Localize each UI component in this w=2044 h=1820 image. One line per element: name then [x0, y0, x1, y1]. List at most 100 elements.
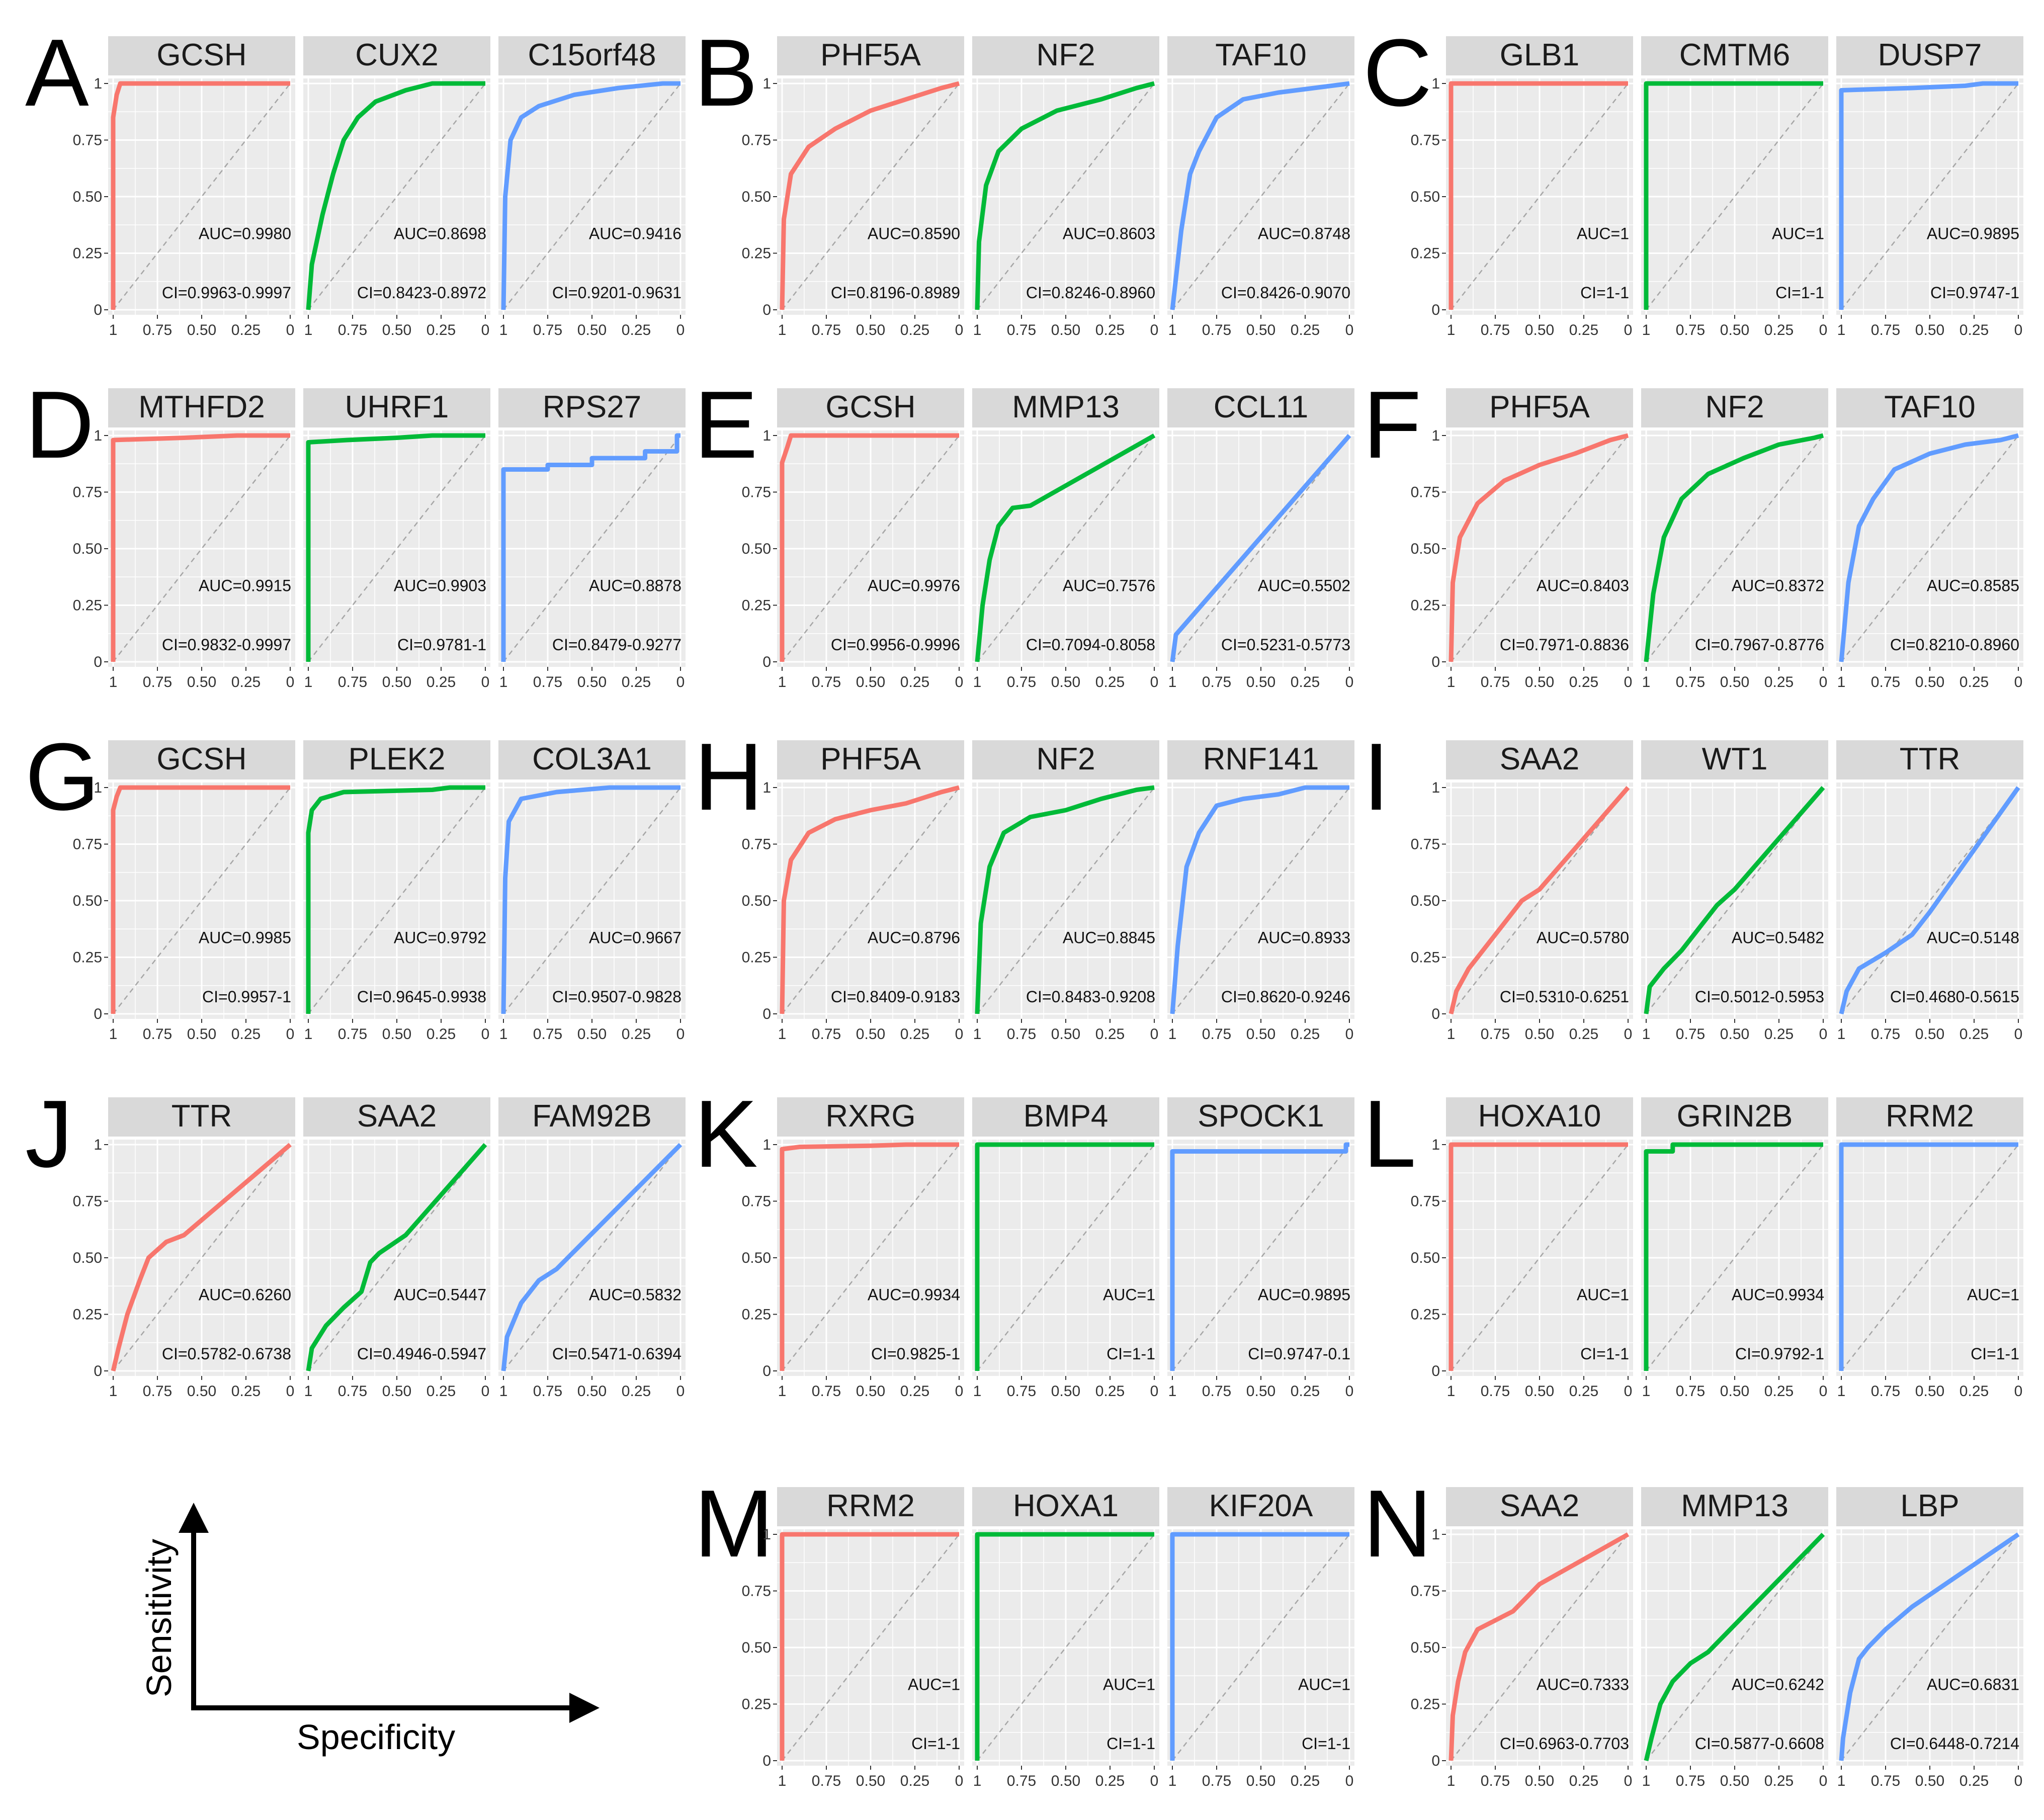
- roc-curve: [780, 1532, 959, 1761]
- x-tick-label: 1: [304, 674, 313, 690]
- facet-dusp7: DUSP7 AUC=0.9895 CI=0.9747-1 1 0.75 0.50 0.25 0: [1836, 36, 2023, 338]
- y-tick-label: 0: [762, 1363, 771, 1379]
- gene-label: DUSP7: [1878, 38, 1982, 72]
- facet-strip: [1836, 740, 2023, 779]
- y-tick-label: 0.25: [73, 1307, 102, 1323]
- x-tick-label: 0.75: [1871, 1383, 1900, 1400]
- reference-diagonal: [782, 435, 960, 662]
- roc-curve: [1170, 434, 1351, 662]
- ci-label: CI=1-1: [1971, 1345, 2019, 1363]
- facet-phf5a: PHF5A AUC=0.8590 CI=0.8196-0.8989 1 0.75 0.50…: [742, 36, 964, 338]
- facet-strip: [1836, 1487, 2023, 1526]
- facet-strip: [498, 36, 686, 75]
- y-tick-label: 0.25: [742, 1696, 771, 1713]
- ci-label: CI=0.6448-0.7214: [1890, 1735, 2019, 1753]
- facet-strip: [777, 740, 964, 779]
- gene-label: GCSH: [825, 390, 915, 424]
- auc-label: AUC=0.9416: [589, 225, 682, 243]
- x-tick-label: 0: [2014, 322, 2023, 338]
- auc-label: AUC=0.7333: [1537, 1676, 1629, 1694]
- x-tick-label: 0.75: [1676, 674, 1705, 690]
- gene-label: HOXA1: [1013, 1489, 1119, 1523]
- reference-diagonal: [1841, 83, 2019, 310]
- reference-diagonal: [1172, 1144, 1350, 1371]
- x-tick-label: 0.25: [1764, 322, 1794, 338]
- y-tick-label: 0.75: [73, 1193, 102, 1210]
- y-tick-label: 0.25: [1411, 1696, 1440, 1713]
- roc-curve: [975, 1532, 1154, 1761]
- facet-strip: [108, 388, 295, 427]
- x-tick-label: 0.25: [622, 1383, 651, 1400]
- x-tick-label: 0.50: [1051, 1026, 1080, 1043]
- x-tick-label: 0.25: [1960, 1773, 1989, 1789]
- x-tick-label: 0.50: [1915, 322, 1944, 338]
- x-tick-label: 0.50: [856, 1773, 885, 1789]
- gene-label: TAF10: [1884, 390, 1975, 424]
- auc-label: AUC=0.8845: [1063, 929, 1155, 947]
- x-tick-label: 0.50: [1915, 1773, 1944, 1789]
- gene-label: RXRG: [825, 1099, 915, 1134]
- x-tick-label: 0: [676, 322, 685, 338]
- reference-diagonal: [1451, 83, 1629, 310]
- x-tick-label: 0.25: [1569, 322, 1598, 338]
- x-tick-label: 0.75: [1202, 322, 1231, 338]
- x-tick-label: 0.25: [1960, 322, 1989, 338]
- auc-label: AUC=1: [1103, 1676, 1155, 1694]
- x-tick-label: 0.75: [1871, 322, 1900, 338]
- x-tick-label: 0.50: [382, 1026, 411, 1043]
- x-tick-label: 0: [1819, 1026, 1828, 1043]
- x-tick-label: 1: [973, 1026, 982, 1043]
- reference-diagonal: [977, 1144, 1155, 1371]
- gene-label: KIF20A: [1209, 1489, 1313, 1523]
- facet-spock1: SPOCK1 AUC=0.9895 CI=0.9747-0.1 1 0.75 0.50 0.…: [1167, 1097, 1354, 1400]
- ci-label: CI=0.9956-0.9996: [831, 636, 960, 654]
- x-tick-label: 0: [1345, 1383, 1354, 1400]
- roc-curve: [1644, 786, 1825, 1014]
- roc-curve: [501, 1143, 683, 1371]
- x-tick-label: 0.50: [1720, 1773, 1749, 1789]
- x-tick-label: 1: [778, 1383, 787, 1400]
- x-tick-label: 1: [499, 1383, 508, 1400]
- ci-label: CI=1-1: [911, 1735, 960, 1753]
- roc-curve: [501, 785, 680, 1014]
- x-tick-label: 0: [481, 1383, 490, 1400]
- x-tick-label: 0.75: [1202, 1026, 1231, 1043]
- reference-diagonal: [782, 83, 960, 310]
- auc-label: AUC=1: [1577, 225, 1629, 243]
- x-tick-label: 0.50: [1246, 674, 1275, 690]
- ci-label: CI=0.9507-0.9828: [552, 988, 682, 1006]
- ci-label: CI=0.9792-1: [1735, 1345, 1824, 1363]
- auc-label: AUC=0.8748: [1258, 225, 1350, 243]
- x-tick-label: 0.75: [338, 1026, 367, 1043]
- roc-curve: [501, 81, 680, 310]
- roc-curve: [1170, 1142, 1349, 1371]
- x-tick-label: 0.25: [231, 1026, 261, 1043]
- x-tick-label: 0.50: [1720, 1383, 1749, 1400]
- facet-strip: [303, 1097, 490, 1137]
- roc-curve: [780, 1142, 959, 1371]
- facet-strip: [972, 1487, 1159, 1526]
- reference-diagonal: [1172, 1534, 1350, 1761]
- ci-label: CI=0.9825-1: [871, 1345, 960, 1363]
- x-tick-label: 0.75: [812, 322, 841, 338]
- gene-label: PLEK2: [348, 742, 445, 776]
- panel-a: A GCSH AUC=0.9980 CI=0.9963-0.9997 1 0.75 0.50…: [25, 20, 686, 338]
- x-tick-label: 1: [1837, 322, 1846, 338]
- x-tick-label: 0.75: [1007, 1383, 1036, 1400]
- x-tick-label: 0.50: [187, 674, 216, 690]
- facet-strip: [1446, 740, 1633, 779]
- x-tick-label: 0.75: [533, 1026, 562, 1043]
- x-tick-label: 0.25: [1960, 1383, 1989, 1400]
- x-tick-label: 0.25: [1095, 322, 1125, 338]
- x-tick-label: 0.50: [382, 1383, 411, 1400]
- x-tick-label: 0: [1624, 1383, 1633, 1400]
- facet-strip: [498, 1097, 686, 1137]
- gene-label: GCSH: [156, 742, 246, 776]
- reference-diagonal: [1646, 1144, 1824, 1371]
- x-tick-label: 0.50: [1525, 1773, 1554, 1789]
- facet-hoxa1: HOXA1 AUC=1 CI=1-1 1 0.75 0.50 0.25 0: [972, 1487, 1159, 1789]
- x-tick-label: 0: [1624, 322, 1633, 338]
- y-tick-label: 0.50: [1411, 1639, 1440, 1656]
- auc-label: AUC=0.8603: [1063, 225, 1155, 243]
- gene-label: SAA2: [1500, 742, 1580, 776]
